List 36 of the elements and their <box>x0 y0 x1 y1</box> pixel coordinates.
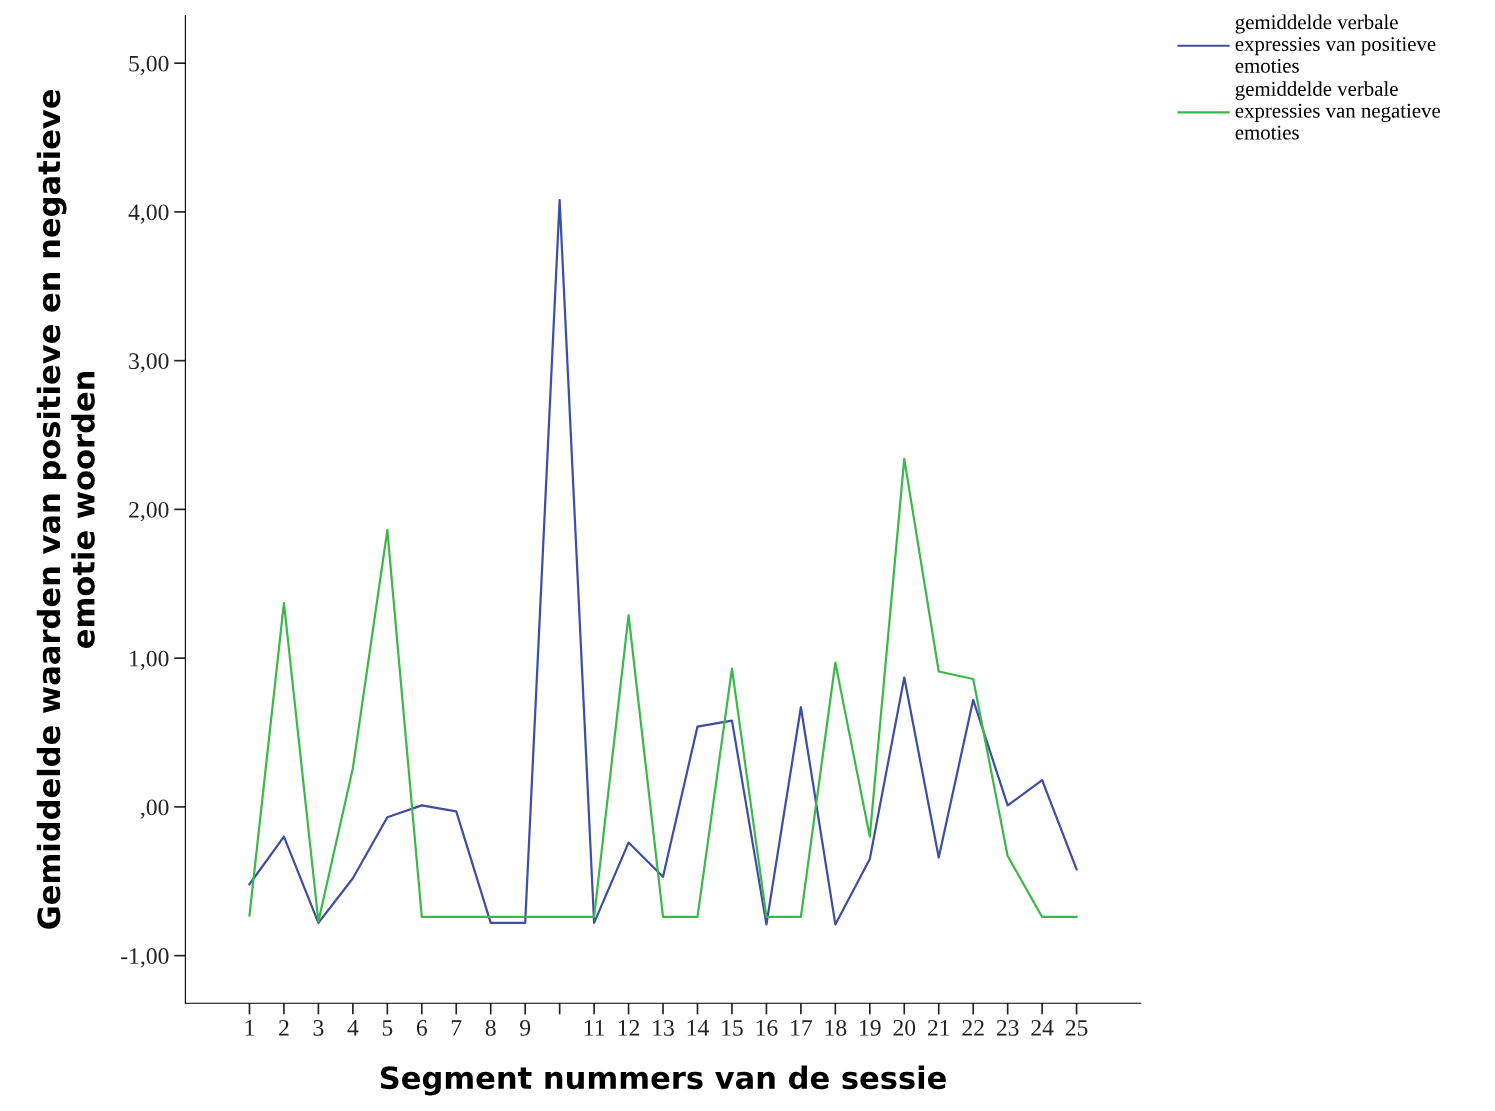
x-tick-label: 14 <box>687 1020 709 1036</box>
x-tick-label: 15 <box>722 1020 743 1036</box>
x-tick-label: 4 <box>347 1020 359 1036</box>
x-tick-label: 11 <box>584 1020 605 1036</box>
y-tick-label: -1,00 <box>121 948 169 968</box>
y-tick-label: ,00 <box>140 799 169 819</box>
y-axis-title: Gemiddelde waarden van positieve en negatieve emotie woorden <box>36 89 95 929</box>
legend-label: gemiddelde verbale expressies van negatieve emoties <box>1235 81 1440 140</box>
x-tick-label: 23 <box>996 1019 1019 1036</box>
x-tick-label: 25 <box>1065 1019 1088 1036</box>
x-tick-label: 1 <box>245 1020 254 1036</box>
x-tick-label: 12 <box>618 1019 640 1036</box>
x-tick-label: 7 <box>451 1020 462 1036</box>
x-tick-label: 5 <box>382 1020 393 1036</box>
x-tick-label: 20 <box>893 1019 916 1036</box>
x-tick-label: 21 <box>927 1019 950 1036</box>
x-tick-label: 8 <box>485 1019 496 1036</box>
x-tick-label: 3 <box>313 1019 324 1036</box>
x-tick-label: 16 <box>756 1019 778 1036</box>
line-series <box>248 457 1078 923</box>
x-tick-label: 22 <box>962 1019 984 1036</box>
x-tick-label: 24 <box>1031 1019 1054 1036</box>
x-tick-label: 13 <box>653 1019 674 1036</box>
x-tick-label: 2 <box>279 1019 289 1036</box>
x-axis-title: Segment nummers van de sessie <box>380 1065 946 1096</box>
x-tick-label: 18 <box>825 1019 847 1036</box>
x-tick-label: 19 <box>860 1019 881 1036</box>
y-tick-label: 5,00 <box>129 55 169 75</box>
line-series <box>248 198 1078 926</box>
y-tick-label: 3,00 <box>129 353 169 373</box>
y-tick-label: 1,00 <box>130 650 169 670</box>
y-tick-label: 4,00 <box>128 204 169 224</box>
x-tick-label: 6 <box>416 1019 427 1036</box>
x-tick-label: 17 <box>791 1020 813 1036</box>
x-tick-label: 9 <box>520 1019 531 1036</box>
y-tick-label: 2,00 <box>129 501 169 522</box>
